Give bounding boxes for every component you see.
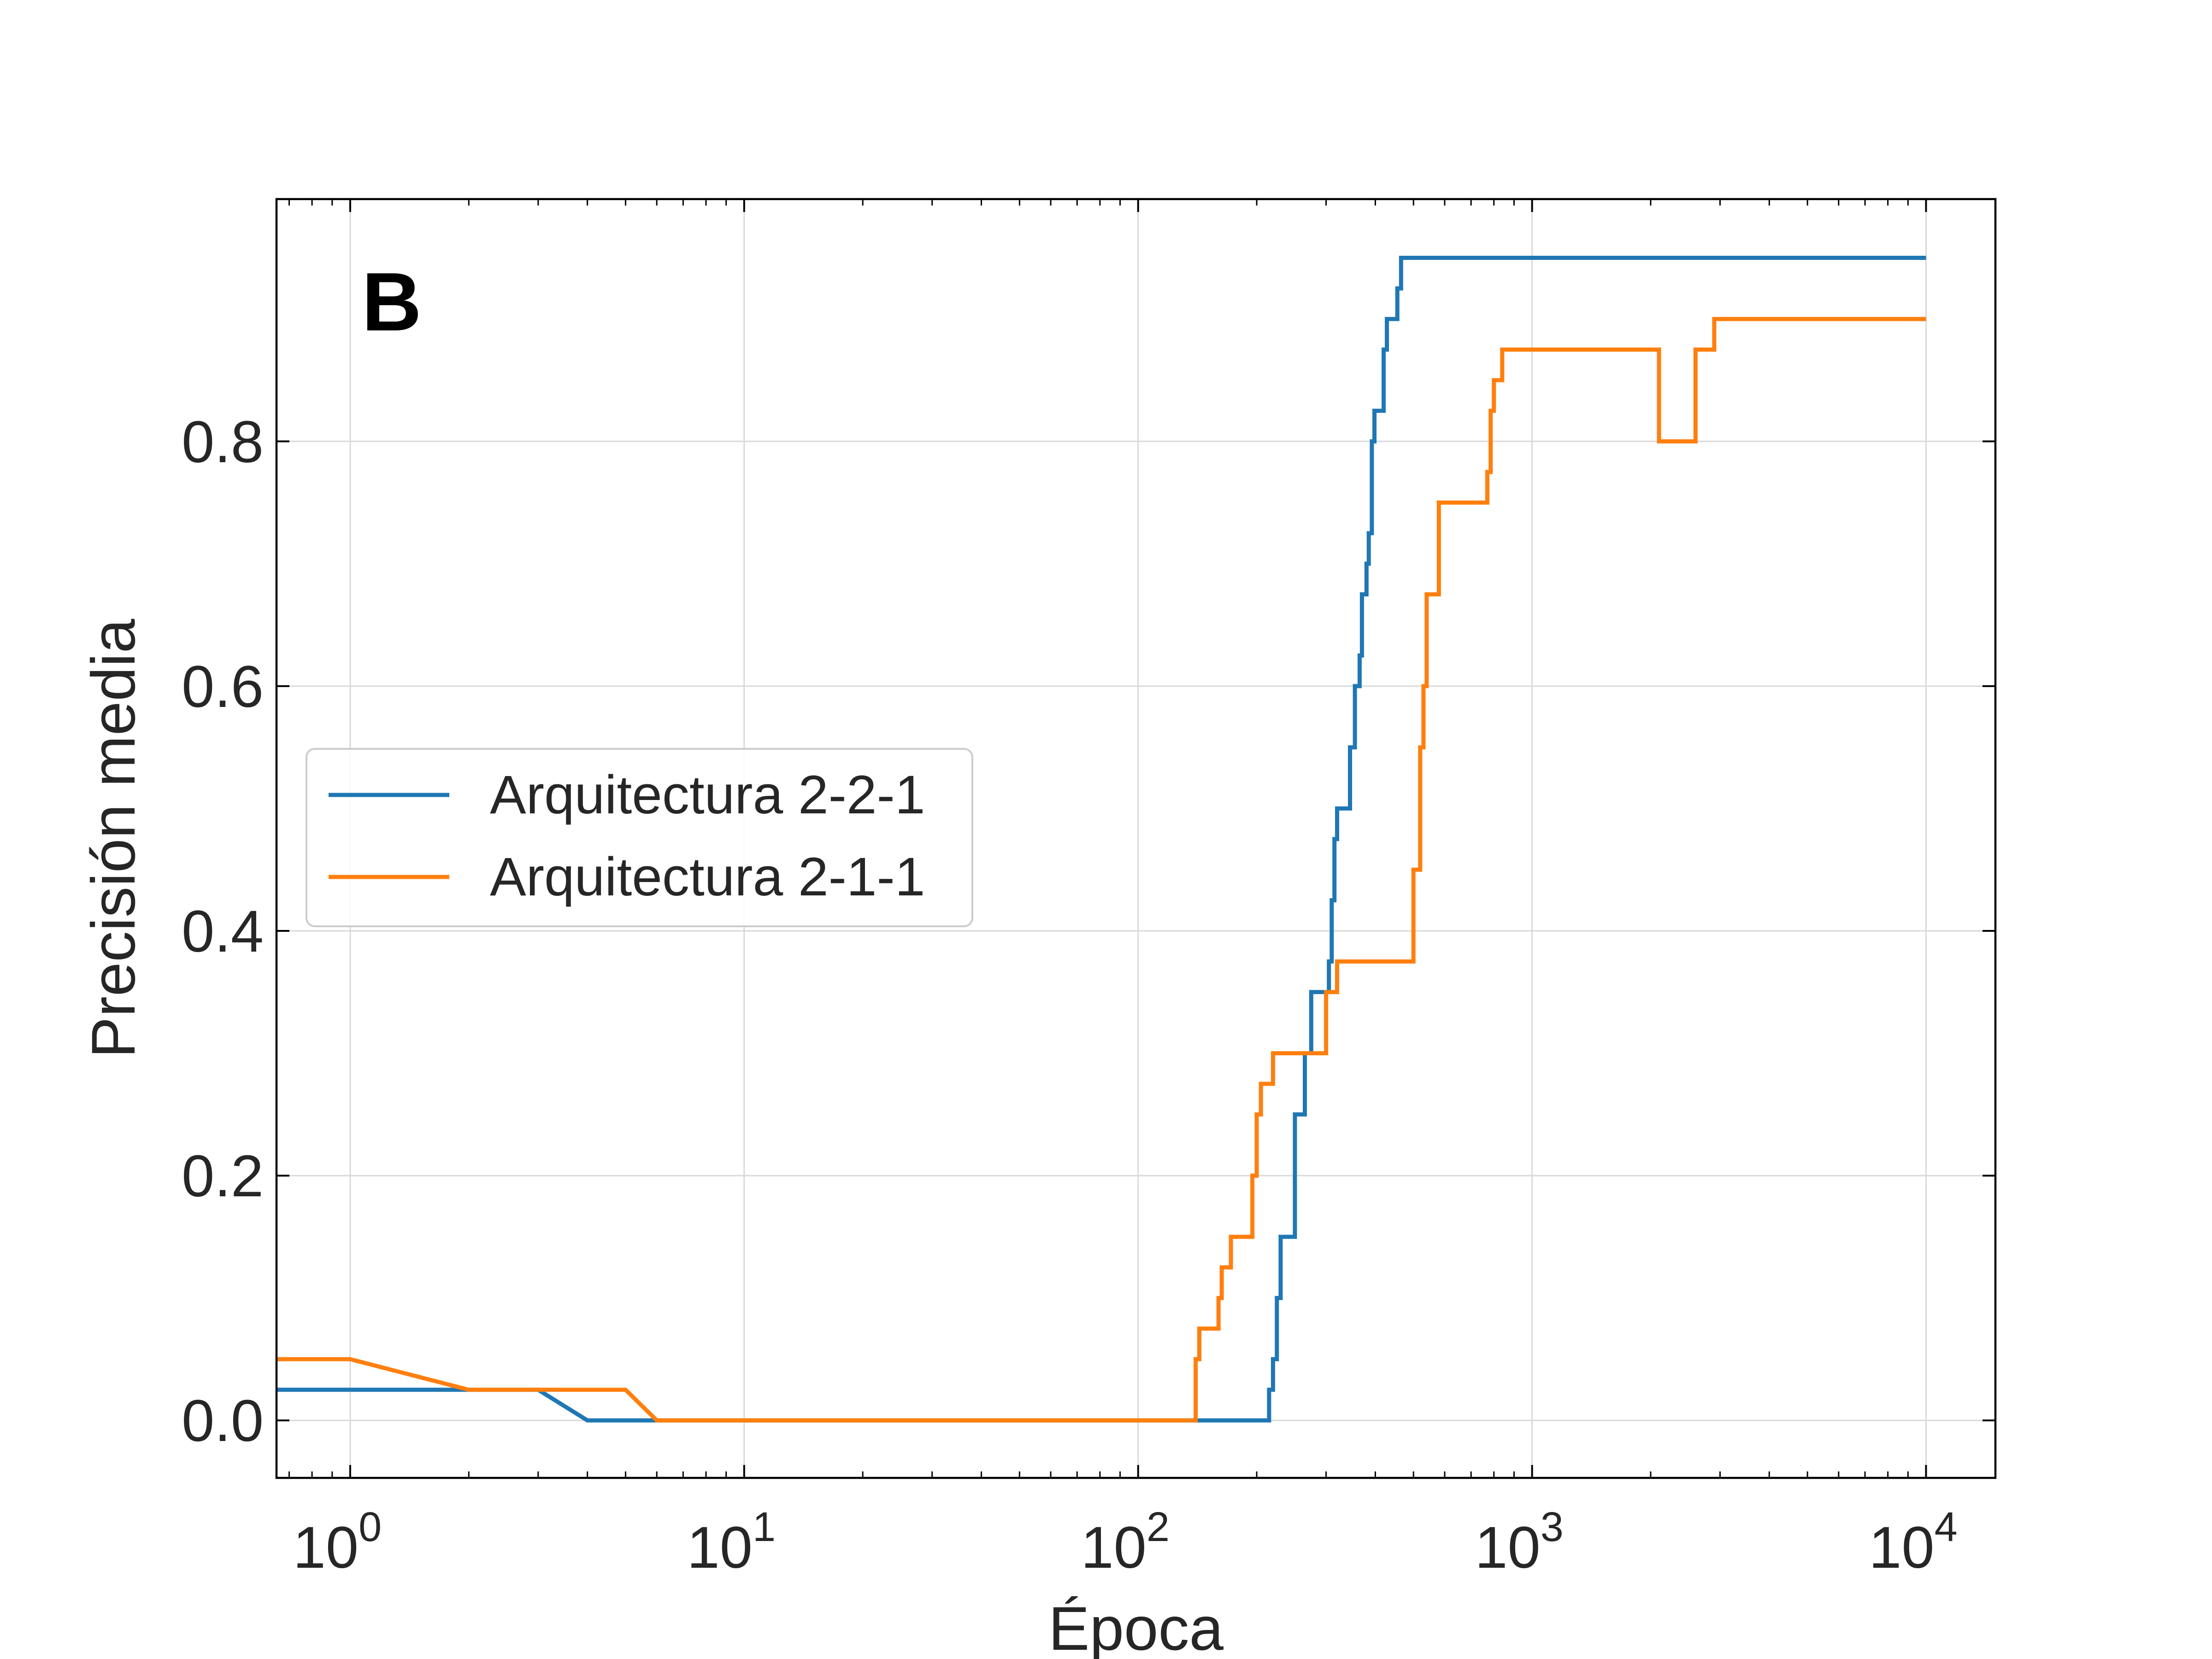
y-tick-label: 0.6: [182, 654, 264, 720]
labels: 100 101 102 103 104 0.0 0.2 0.4 0.6 0.8 Época Preci…: [79, 256, 1958, 1659]
panel-label: B: [362, 256, 422, 348]
y-tick-label: 0.0: [182, 1388, 264, 1454]
series-line-2: [276, 317, 1926, 1423]
series-layer: [276, 256, 1926, 1423]
y-tick-label: 0.4: [182, 899, 264, 965]
x-tick-label: 100: [293, 1504, 382, 1581]
y-tick-label: 0.8: [182, 409, 264, 475]
x-tick-label: 104: [1869, 1504, 1957, 1581]
x-tick-label: 101: [687, 1504, 776, 1581]
x-axis-title: Época: [1048, 1594, 1224, 1659]
series-line-1: [276, 256, 1926, 1423]
legend-label-1: Arquitectura 2-2-1: [490, 765, 925, 825]
plot-frame: [275, 198, 1997, 1479]
y-axis-title: Precisión media: [79, 618, 148, 1058]
x-tick-label: 103: [1475, 1504, 1563, 1581]
y-tick-label: 0.2: [182, 1143, 264, 1209]
legend-label-2: Arquitectura 2-1-1: [490, 847, 925, 907]
legend: Arquitectura 2-2-1 Arquitectura 2-1-1: [306, 748, 973, 927]
legend-box: [306, 748, 973, 927]
x-tick-label: 102: [1081, 1504, 1169, 1581]
axes: [275, 198, 1997, 1479]
